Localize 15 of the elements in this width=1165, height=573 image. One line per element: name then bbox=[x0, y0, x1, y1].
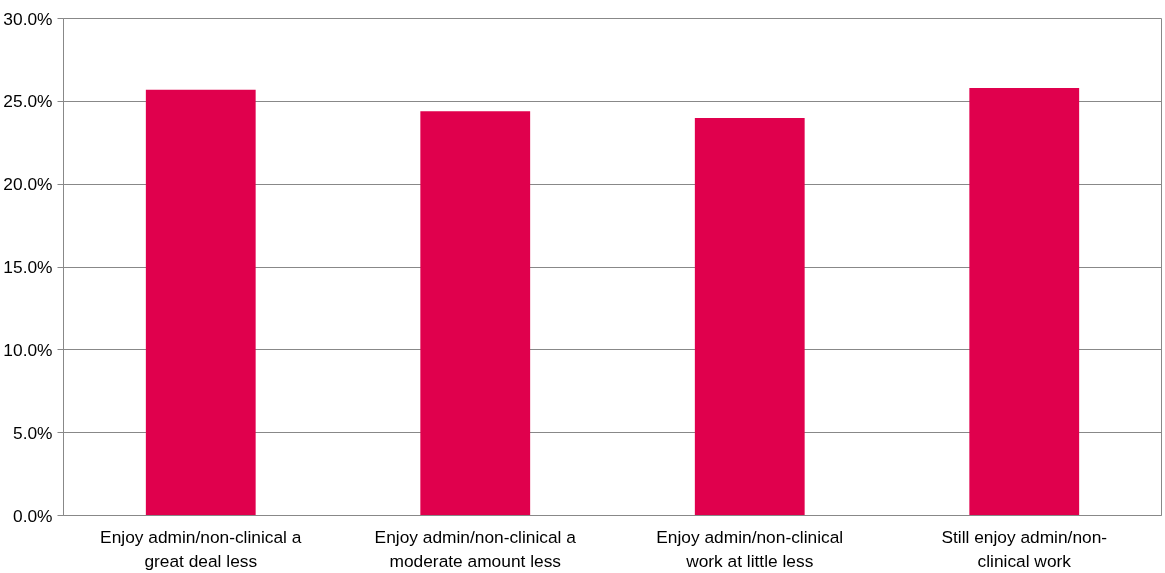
y-tick-label: 20.0% bbox=[3, 174, 53, 195]
y-tick-label: 25.0% bbox=[3, 91, 53, 112]
y-tick-label: 10.0% bbox=[3, 339, 53, 360]
bar bbox=[145, 89, 256, 516]
x-tick-label: Enjoy admin/non-clinical work at little less bbox=[656, 526, 844, 571]
x-tick-label: Still enjoy admin/non-clinical work bbox=[941, 526, 1108, 571]
y-tick-label: 30.0% bbox=[3, 8, 53, 29]
bar bbox=[694, 117, 805, 516]
x-tick-label: Enjoy admin/non-clinical a great deal less bbox=[100, 526, 302, 571]
y-tick-label: 0.0% bbox=[13, 505, 53, 526]
bar bbox=[969, 88, 1080, 516]
y-tick-label: 15.0% bbox=[3, 257, 53, 277]
x-tick-label: Enjoy admin/non-clinical a moderate amount less bbox=[374, 526, 577, 571]
bar bbox=[420, 111, 531, 516]
y-tick-label: 5.0% bbox=[13, 422, 53, 443]
